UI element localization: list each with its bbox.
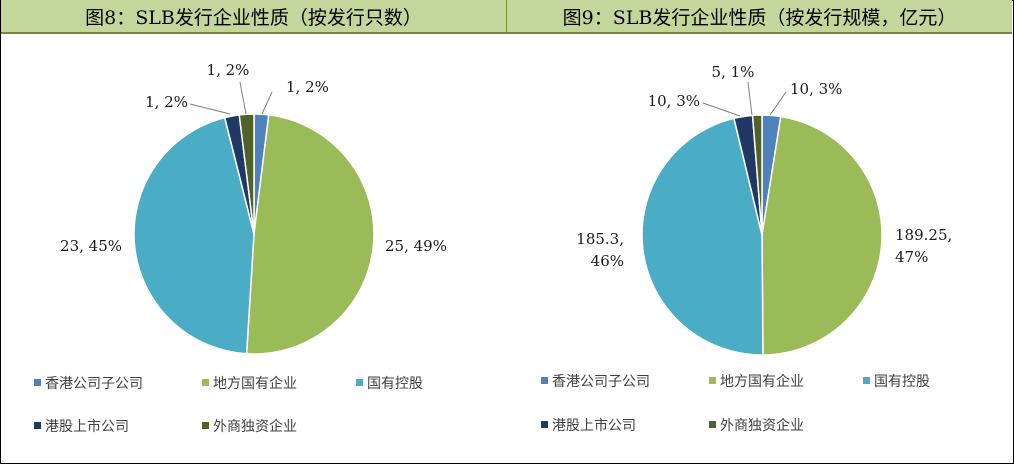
pie-slice-2-2 (761, 115, 883, 356)
legend-item-1-1: 香港公司子公司 (34, 376, 143, 392)
legend-item-1-5: 外商独资企业 (202, 418, 297, 435)
legend-label: 外商独资企业 (720, 417, 804, 434)
data-label-1-1: 1, 2% (286, 78, 329, 96)
data-label-2-4: 10, 3% (648, 92, 700, 110)
data-label-2-2: 189.25, 47% (895, 226, 952, 266)
legend-label: 外商独资企业 (213, 418, 297, 435)
legend-label: 港股上市公司 (552, 417, 636, 434)
legend-label: 香港公司子公司 (552, 374, 650, 390)
legend-swatch (541, 377, 548, 384)
legend-swatch (709, 377, 716, 384)
data-label-2-3: 185.3, 46% (576, 230, 624, 270)
chart-title-1: 图8：SLB发行企业性质（按发行只数） (1, 0, 506, 34)
legend-item-2-5: 外商独资企业 (709, 417, 804, 434)
legend-item-2-3: 国有控股 (863, 374, 930, 390)
header-divider (506, 0, 507, 34)
legend-swatch (709, 421, 716, 428)
legend-swatch (202, 422, 209, 429)
legend-label: 国有控股 (874, 374, 930, 390)
leader-line-2-4 (702, 102, 741, 117)
leader-line-1-1 (261, 91, 273, 115)
legend-item-2-4: 港股上市公司 (541, 417, 636, 434)
legend-label: 国有控股 (367, 376, 423, 392)
leader-line-1-4 (189, 103, 231, 115)
leader-line-2-1 (769, 91, 787, 116)
legend-swatch (356, 379, 363, 386)
legend-label: 港股上市公司 (45, 418, 129, 435)
legend-item-2-1: 香港公司子公司 (541, 374, 650, 390)
legend-item-1-3: 国有控股 (356, 376, 423, 392)
data-label-1-2: 25, 49% (385, 237, 447, 255)
pie-chart-1: 1, 2% 25, 49% 23, 45% 1, 2% 1, 2% (60, 61, 447, 355)
data-label-1-4: 1, 2% (145, 93, 188, 111)
pie-slice-1-2 (245, 114, 375, 355)
leader-line-2-5 (747, 81, 753, 116)
pie-slice-1-3 (133, 116, 255, 355)
legend-item-1-4: 港股上市公司 (34, 418, 129, 435)
data-label-2-5: 5, 1% (712, 63, 755, 81)
pie-slice-2-3 (641, 117, 764, 356)
data-label-2-1: 10, 3% (790, 80, 842, 98)
legend-swatch (34, 422, 41, 429)
legend-label: 香港公司子公司 (45, 376, 143, 392)
legend-swatch (34, 379, 41, 386)
legend-item-2-2: 地方国有企业 (709, 373, 804, 390)
pie-chart-2: 10, 3% 189.25, 47% 185.3, 46% 10, 3% 5, 1% (576, 63, 952, 356)
legend-label: 地方国有企业 (720, 373, 804, 390)
legend-label: 地方国有企业 (213, 375, 297, 392)
pie-slice-1-5 (238, 113, 255, 235)
pie-slice-2-5 (751, 114, 763, 236)
data-label-1-3: 23, 45% (60, 237, 122, 255)
legend-swatch (863, 377, 870, 384)
chart-title-2: 图9：SLB发行企业性质（按发行规模，亿元） (507, 0, 1012, 34)
legend-swatch (541, 421, 548, 428)
leader-line-1-5 (239, 81, 247, 115)
legend-item-1-2: 地方国有企业 (202, 375, 297, 392)
legend-swatch (202, 379, 209, 386)
data-label-1-5: 1, 2% (207, 61, 250, 79)
